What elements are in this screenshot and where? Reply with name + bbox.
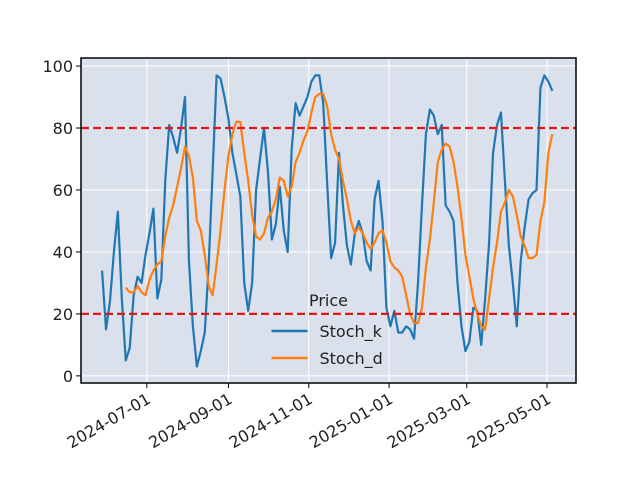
series-line (124, 92, 554, 331)
y-tick-label: 80 (53, 119, 73, 138)
x-tick-label: 2025-03-01 (384, 389, 474, 452)
legend-label: Stoch_d (320, 349, 383, 369)
x-tick-label: 2025-01-01 (306, 389, 396, 452)
legend-label: Stoch_k (320, 322, 383, 342)
x-tick-label: 2024-09-01 (145, 389, 235, 452)
y-tick-label: 60 (53, 181, 73, 200)
y-tick-label: 100 (42, 57, 73, 76)
y-tick-label: 20 (53, 305, 73, 324)
legend-title: Price (309, 291, 348, 310)
y-tick-label: 0 (63, 367, 73, 386)
x-tick-label: 2024-11-01 (226, 389, 316, 452)
x-tick-label: 2025-05-01 (464, 389, 554, 452)
plot-frame (80, 57, 577, 384)
x-tick-label: 2024-07-01 (64, 389, 154, 452)
y-tick-label: 40 (53, 243, 73, 262)
